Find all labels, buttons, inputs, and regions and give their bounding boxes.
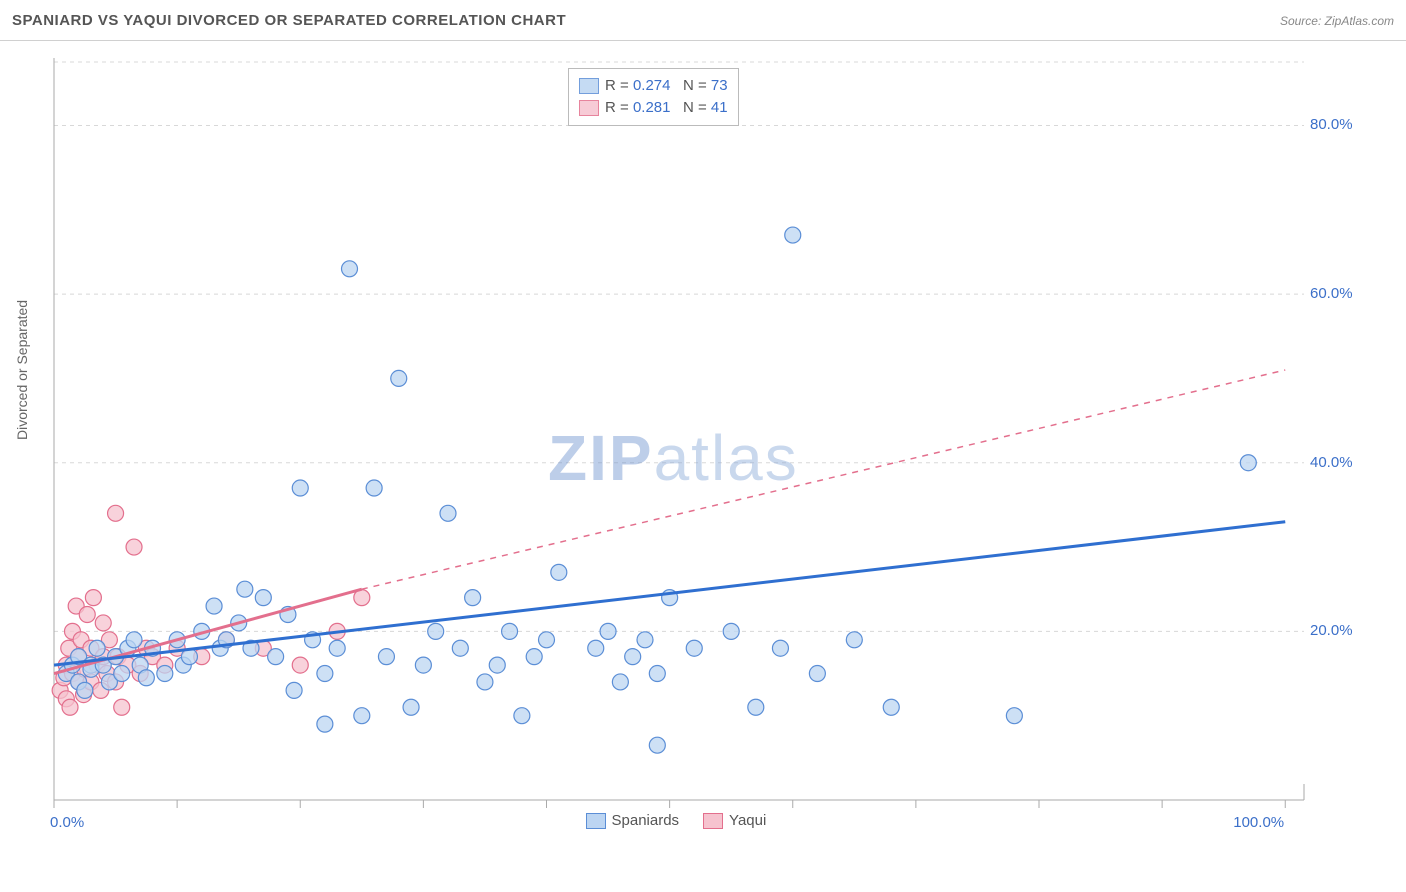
spaniards-point: [625, 649, 641, 665]
y-axis-title: Divorced or Separated: [14, 300, 30, 440]
spaniards-point: [268, 649, 284, 665]
chart-container: SPANIARD VS YAQUI DIVORCED OR SEPARATED …: [0, 0, 1406, 892]
spaniards-point: [1240, 455, 1256, 471]
spaniards-point: [391, 370, 407, 386]
spaniards-point: [138, 670, 154, 686]
y-tick-label: 80.0%: [1310, 116, 1353, 133]
yaqui-point: [85, 590, 101, 606]
bottom-legend-label: Yaqui: [729, 812, 766, 829]
spaniards-point: [637, 632, 653, 648]
bottom-legend-item: Yaqui: [703, 812, 766, 829]
yaqui-point: [292, 657, 308, 673]
bottom-legend: Spaniards Yaqui: [586, 812, 767, 829]
x-tick-label: 0.0%: [50, 814, 84, 831]
spaniards-point: [883, 699, 899, 715]
spaniards-point: [686, 640, 702, 656]
spaniards-point: [366, 480, 382, 496]
spaniards-point: [77, 682, 93, 698]
spaniards-point: [403, 699, 419, 715]
stats-legend-text: R = 0.274 N = 73: [605, 75, 728, 97]
y-tick-label: 20.0%: [1310, 622, 1353, 639]
legend-swatch: [586, 813, 606, 829]
title-bar: SPANIARD VS YAQUI DIVORCED OR SEPARATED …: [0, 0, 1406, 41]
yaqui-point: [79, 607, 95, 623]
spaniards-point: [329, 640, 345, 656]
spaniards-point: [465, 590, 481, 606]
spaniards-point: [317, 716, 333, 732]
spaniards-point: [612, 674, 628, 690]
spaniards-point: [89, 640, 105, 656]
spaniards-point: [114, 666, 130, 682]
y-tick-label: 40.0%: [1310, 454, 1353, 471]
spaniards-point: [489, 657, 505, 673]
spaniards-point: [157, 666, 173, 682]
spaniards-point: [317, 666, 333, 682]
spaniards-point: [126, 632, 142, 648]
spaniards-point: [440, 505, 456, 521]
spaniards-point: [588, 640, 604, 656]
spaniards-point: [649, 737, 665, 753]
spaniards-point: [1006, 708, 1022, 724]
legend-swatch: [703, 813, 723, 829]
chart-source: Source: ZipAtlas.com: [1280, 14, 1394, 28]
x-tick-label: 100.0%: [1233, 814, 1284, 831]
chart-title: SPANIARD VS YAQUI DIVORCED OR SEPARATED …: [12, 12, 566, 29]
spaniards-point: [809, 666, 825, 682]
spaniards-point: [649, 666, 665, 682]
spaniards-point: [539, 632, 555, 648]
spaniards-point: [415, 657, 431, 673]
yaqui-point: [62, 699, 78, 715]
legend-swatch: [579, 78, 599, 94]
spaniards-point: [378, 649, 394, 665]
spaniards-point: [237, 581, 253, 597]
spaniards-point: [551, 564, 567, 580]
bottom-legend-item: Spaniards: [586, 812, 680, 829]
plot-area: ZIPatlas R = 0.274 N = 73R = 0.281 N = 4…: [48, 40, 1358, 832]
stats-legend-row: R = 0.281 N = 41: [579, 97, 728, 119]
yaqui-point: [95, 615, 111, 631]
spaniards-point: [846, 632, 862, 648]
spaniards-point: [526, 649, 542, 665]
spaniards-point: [206, 598, 222, 614]
spaniards-point: [354, 708, 370, 724]
y-tick-label: 60.0%: [1310, 285, 1353, 302]
spaniards-point: [286, 682, 302, 698]
spaniards-point: [342, 261, 358, 277]
spaniards-point: [772, 640, 788, 656]
yaqui-point: [114, 699, 130, 715]
spaniards-point: [477, 674, 493, 690]
spaniards-point: [452, 640, 468, 656]
spaniards-point: [292, 480, 308, 496]
spaniards-point: [748, 699, 764, 715]
plot-svg: [48, 40, 1358, 832]
spaniards-point: [600, 623, 616, 639]
legend-swatch: [579, 100, 599, 116]
stats-legend-row: R = 0.274 N = 73: [579, 75, 728, 97]
spaniards-point: [428, 623, 444, 639]
spaniards-point: [514, 708, 530, 724]
stats-legend: R = 0.274 N = 73R = 0.281 N = 41: [568, 68, 739, 126]
spaniards-point: [785, 227, 801, 243]
yaqui-point: [108, 505, 124, 521]
yaqui-point: [126, 539, 142, 555]
yaqui-regression-dashed: [362, 370, 1285, 589]
spaniards-point: [255, 590, 271, 606]
stats-legend-text: R = 0.281 N = 41: [605, 97, 728, 119]
spaniards-point: [723, 623, 739, 639]
spaniards-point: [502, 623, 518, 639]
bottom-legend-label: Spaniards: [612, 812, 680, 829]
